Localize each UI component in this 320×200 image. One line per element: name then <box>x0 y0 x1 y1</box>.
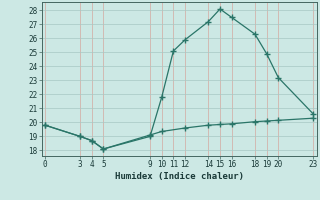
X-axis label: Humidex (Indice chaleur): Humidex (Indice chaleur) <box>115 172 244 181</box>
